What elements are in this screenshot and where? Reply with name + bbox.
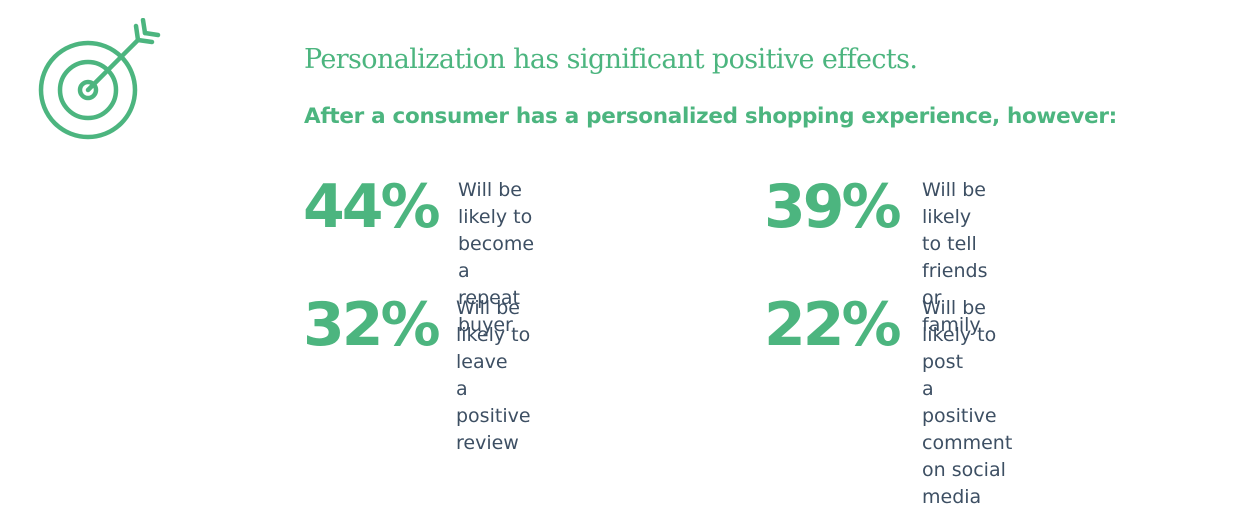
headline: Personalization has significant positive… xyxy=(304,44,918,75)
target-icon xyxy=(38,18,161,140)
stat-description: Will be likely to tell friends or family xyxy=(922,179,988,336)
stat-description: Will be likely to post a positive commen… xyxy=(922,297,1013,508)
stat-percentage: 44% xyxy=(303,172,441,242)
stat-percentage: 39% xyxy=(764,172,902,242)
stat-description: Will be likely to become a repeat buyer xyxy=(458,179,535,336)
stat-percentage: 22% xyxy=(764,290,902,360)
stat-percentage: 32% xyxy=(303,290,441,360)
stat-description: Will be likely to leave a positive revie… xyxy=(456,297,531,454)
subheadline: After a consumer has a personalized shop… xyxy=(304,104,1117,129)
